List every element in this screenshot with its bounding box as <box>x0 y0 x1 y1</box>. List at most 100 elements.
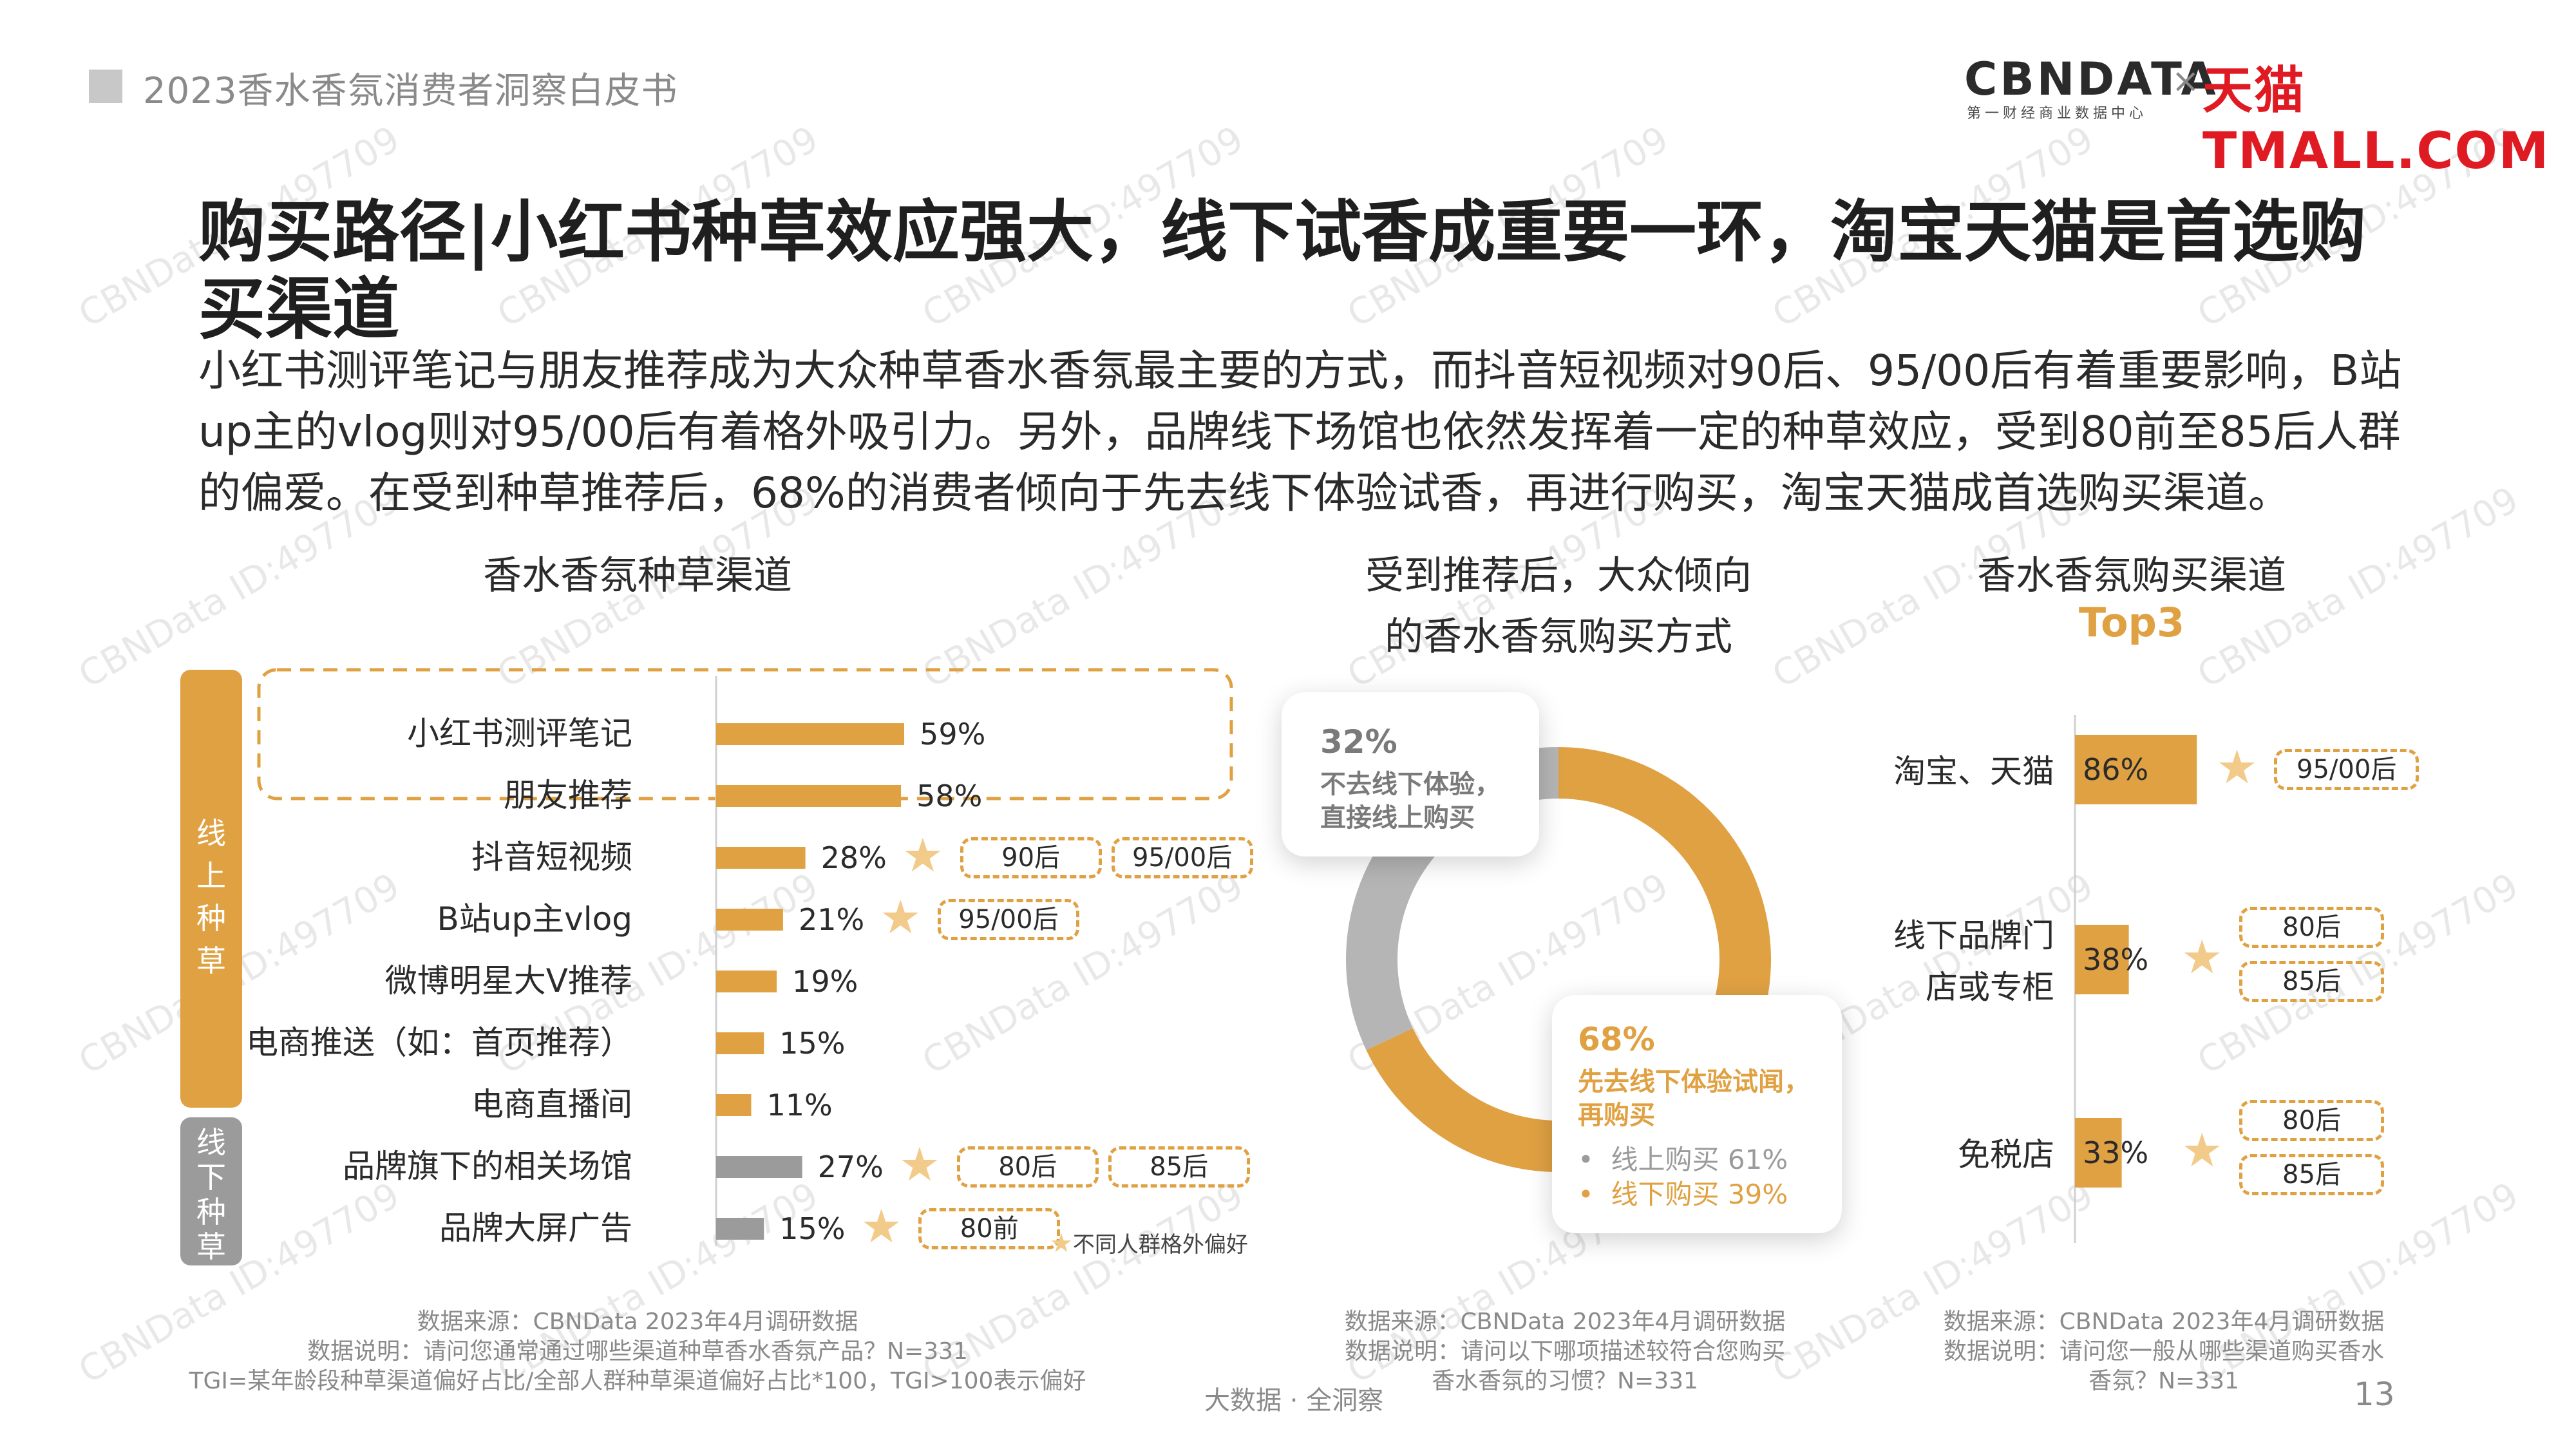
online-group-char: 上 <box>196 858 226 893</box>
segment-tag: 90后 <box>960 837 1102 878</box>
callout-online-pct: 32% <box>1320 723 1397 761</box>
middle-source-line1: 数据来源：CBNData 2023年4月调研数据 <box>1344 1309 1786 1335</box>
online-group-label: 线上种草 <box>196 816 226 978</box>
right-value-label: 86% <box>2083 752 2148 787</box>
online-group-char: 种 <box>196 901 226 936</box>
left-category-label: 微博明星大V推荐 <box>385 962 632 999</box>
logo-separator: × <box>2172 62 2200 100</box>
left-bar <box>716 723 905 745</box>
legend-star-icon: ★ <box>1050 1229 1073 1258</box>
middle-source-line3: 香水香氛的习惯？N=331 <box>1432 1368 1698 1394</box>
left-category-label: 品牌旗下的相关场馆 <box>343 1148 632 1185</box>
right-source-line3: 香氛？N=331 <box>2088 1368 2239 1394</box>
preference-star-icon: ★ <box>902 828 944 882</box>
segment-tag: 95/00后 <box>937 899 1079 940</box>
left-value-label: 11% <box>766 1088 832 1122</box>
left-chart-title: 香水香氛种草渠道 <box>483 553 792 598</box>
segment-tag: 80前 <box>918 1208 1061 1249</box>
left-category-label: 小红书测评笔记 <box>407 715 632 752</box>
left-bar <box>716 1218 764 1240</box>
preference-star-icon: ★ <box>2181 1123 2223 1177</box>
sub-offline-text: 线下购买 39% <box>1611 1179 1788 1210</box>
left-bar <box>716 971 777 992</box>
left-category-label: 抖音短视频 <box>471 838 632 876</box>
right-bar <box>2075 925 2129 994</box>
callout-online-only: 32% 不去线下体验， 直接线上购买 <box>1282 692 1539 857</box>
legend-note: ★不同人群格外偏好 <box>1050 1227 1248 1258</box>
middle-chart-title-line2: 的香水香氛购买方式 <box>1385 614 1732 659</box>
left-category-label: 品牌大屏广告 <box>439 1209 632 1247</box>
online-group-bar <box>180 670 242 1108</box>
cbndata-logo: CBNDATA <box>1964 53 2219 106</box>
left-bar <box>716 785 902 807</box>
segment-tag: 80后 <box>2239 1100 2384 1141</box>
segment-tag: 80后 <box>2239 907 2384 948</box>
cbndata-logo-subtitle: 第一财经商业数据中心 <box>1967 106 2148 122</box>
segment-tag: 95/00后 <box>2274 749 2420 790</box>
left-source-line1: 数据来源：CBNData 2023年4月调研数据 <box>417 1309 858 1335</box>
middle-chart-title-line1: 受到推荐后，大众倾向 <box>1365 553 1752 598</box>
callout-offline-line2: 再购买 <box>1578 1101 1655 1130</box>
left-value-label: 59% <box>920 717 985 752</box>
right-bars-group: 86% 38% 33% <box>2075 735 2197 1188</box>
summary-text: 小红书测评笔记与朋友推荐成为大众种草香水香氛最主要的方式，而抖音短视频对90后、… <box>198 346 2402 518</box>
preference-star-icon: ★ <box>879 890 922 944</box>
left-value-label: 27% <box>818 1150 884 1184</box>
right-source-line2: 数据说明：请问您一般从哪些渠道购买香水 <box>1943 1338 2384 1365</box>
left-value-label: 19% <box>792 964 858 999</box>
middle-source: 数据来源：CBNData 2023年4月调研数据 数据说明：请问以下哪项描述较符… <box>1288 1307 1842 1396</box>
segment-tag: 85后 <box>2239 1154 2384 1195</box>
left-value-label: 21% <box>799 902 864 937</box>
online-group-char: 草 <box>196 943 226 978</box>
left-category-label: B站up主vlog <box>437 900 632 938</box>
right-label-3: 免税店 <box>1958 1136 2054 1173</box>
right-chart-title: 香水香氛购买渠道 <box>1977 553 2286 598</box>
preference-star-icon: ★ <box>860 1199 902 1253</box>
segment-tag: 80后 <box>956 1146 1099 1188</box>
bullet-icon: • <box>1578 1144 1611 1175</box>
left-bar <box>716 1156 802 1178</box>
left-category-label: 朋友推荐 <box>504 777 632 814</box>
preference-star-icon: ★ <box>898 1137 941 1191</box>
left-source-line2: 数据说明：请问您通常通过哪些渠道种草香水香氛产品？N=331 <box>307 1338 968 1365</box>
seeding-channel-chart: 线上种草 线下种草 小红书测评笔记 59%朋友推荐 58%抖音短视频 28%B站up主… <box>180 668 1233 1265</box>
right-bar <box>2075 1118 2122 1188</box>
callout-offline-pct: 68% <box>1578 1021 1655 1058</box>
offline-group-char: 种 <box>196 1195 226 1229</box>
offline-group-char: 草 <box>196 1229 226 1264</box>
offline-group-char: 下 <box>196 1160 226 1195</box>
online-group-char: 线 <box>196 816 226 851</box>
callout-online-line1: 不去线下体验， <box>1320 770 1501 799</box>
right-value-label: 33% <box>2083 1135 2148 1170</box>
tmall-logo: 天猫TMALL.COM <box>2202 62 2550 180</box>
left-bar <box>716 1094 752 1116</box>
left-bar <box>716 1032 764 1054</box>
left-value-label: 15% <box>779 1026 845 1061</box>
left-category-label: 电商直播间 <box>471 1086 632 1123</box>
right-label-2a: 线下品牌门 <box>1893 917 2054 954</box>
callout-offline-first: 68% 先去线下体验试闻， 再购买 • 线上购买 61% • 线下购买 39% <box>1552 995 1842 1233</box>
middle-source-line2: 数据说明：请问以下哪项描述较符合您购买 <box>1344 1338 1785 1365</box>
report-title: 2023香水香氛消费者洞察白皮书 <box>143 70 678 112</box>
right-label-2b: 店或专柜 <box>1926 969 2054 1006</box>
left-source-line3: TGI=某年龄段种草渠道偏好占比/全部人群种草渠道偏好占比*100，TGI>10… <box>189 1368 1086 1394</box>
sub-offline-item: • 线下购买 39% <box>1578 1173 1788 1212</box>
purchase-channel-chart: 淘宝、天猫 线下品牌门 店或专柜 免税店 86% 38% 33% <box>1893 715 2197 1243</box>
left-category-label: 电商推送（如：首页推荐） <box>246 1024 632 1061</box>
segment-tag: 85后 <box>2239 961 2384 1002</box>
right-value-label: 38% <box>2083 942 2148 977</box>
header-square-icon <box>89 70 122 103</box>
right-source: 数据来源：CBNData 2023年4月调研数据 数据说明：请问您一般从哪些渠道… <box>1906 1307 2421 1396</box>
segment-tag: 95/00后 <box>1111 837 1253 878</box>
offline-group-char: 线 <box>196 1125 226 1160</box>
page-number: 13 <box>2354 1376 2395 1413</box>
segment-tag: 85后 <box>1108 1146 1250 1188</box>
callout-offline-line1: 先去线下体验试闻， <box>1578 1067 1810 1097</box>
bullet-icon: • <box>1578 1179 1611 1210</box>
right-label-1: 淘宝、天猫 <box>1893 753 2054 790</box>
right-chart-title-top3: Top3 <box>2078 599 2185 646</box>
right-bar <box>2075 735 2197 804</box>
callout-online-line2: 直接线上购买 <box>1320 803 1475 833</box>
right-source-line1: 数据来源：CBNData 2023年4月调研数据 <box>1943 1309 2385 1335</box>
legend-note-text: 不同人群格外偏好 <box>1072 1232 1248 1258</box>
